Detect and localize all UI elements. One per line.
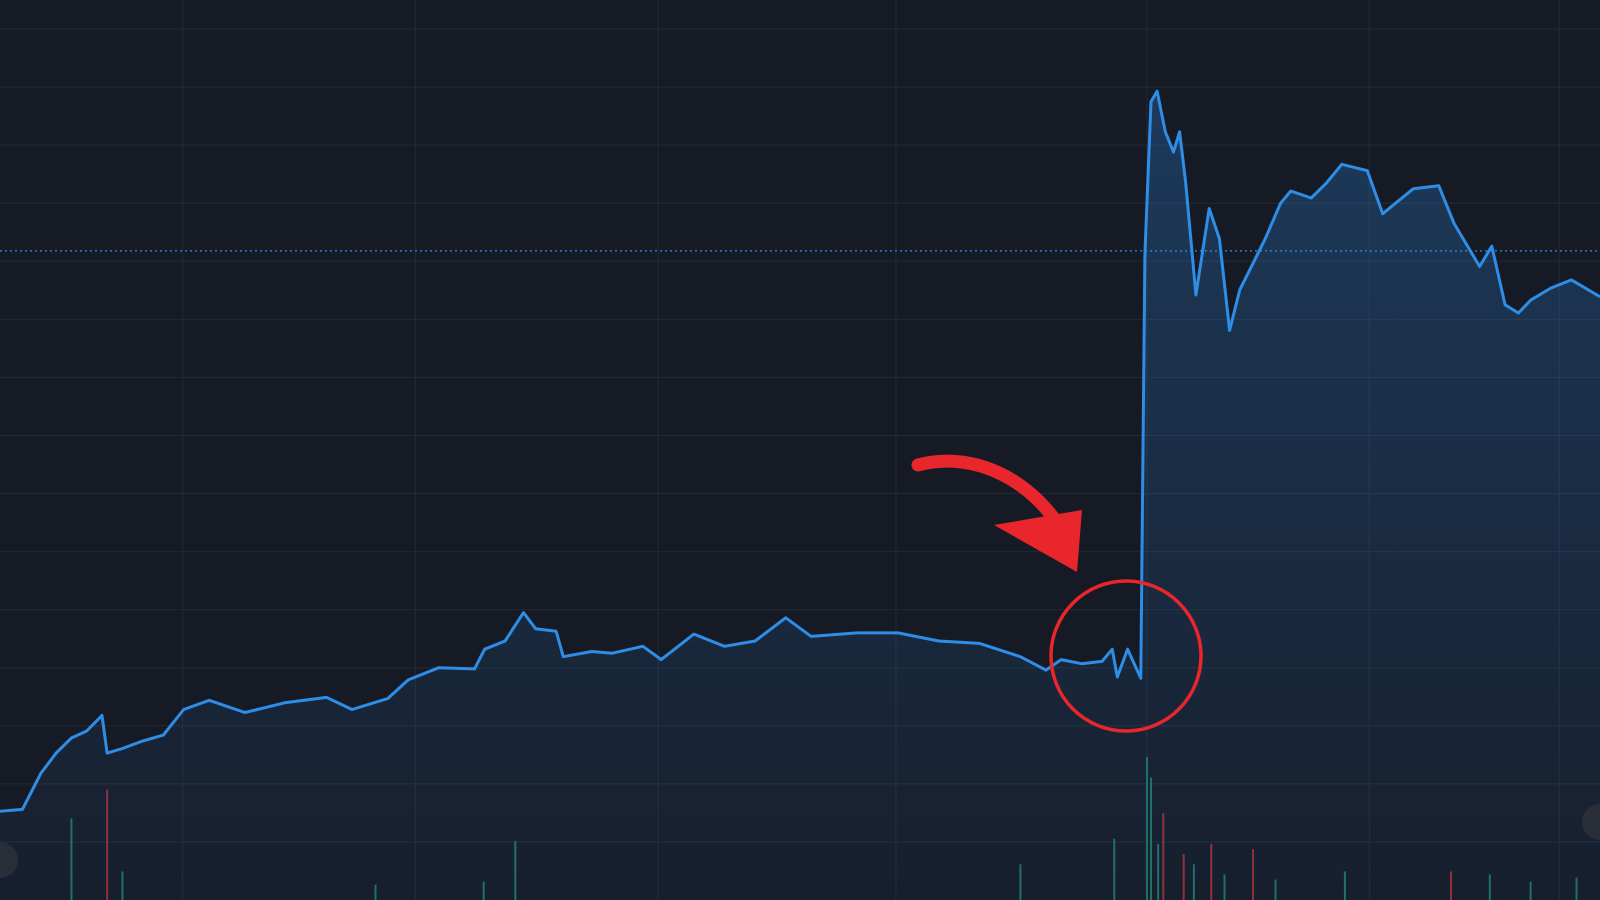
- plot: [0, 89, 1600, 900]
- price-line: [0, 89, 1600, 813]
- area-fill: [0, 91, 1600, 900]
- scroll-button[interactable]: [0, 842, 18, 878]
- close-button[interactable]: [1582, 804, 1600, 840]
- highlight-circle: [1049, 579, 1203, 733]
- arrow-head: [994, 510, 1082, 572]
- annotation: [911, 454, 1203, 733]
